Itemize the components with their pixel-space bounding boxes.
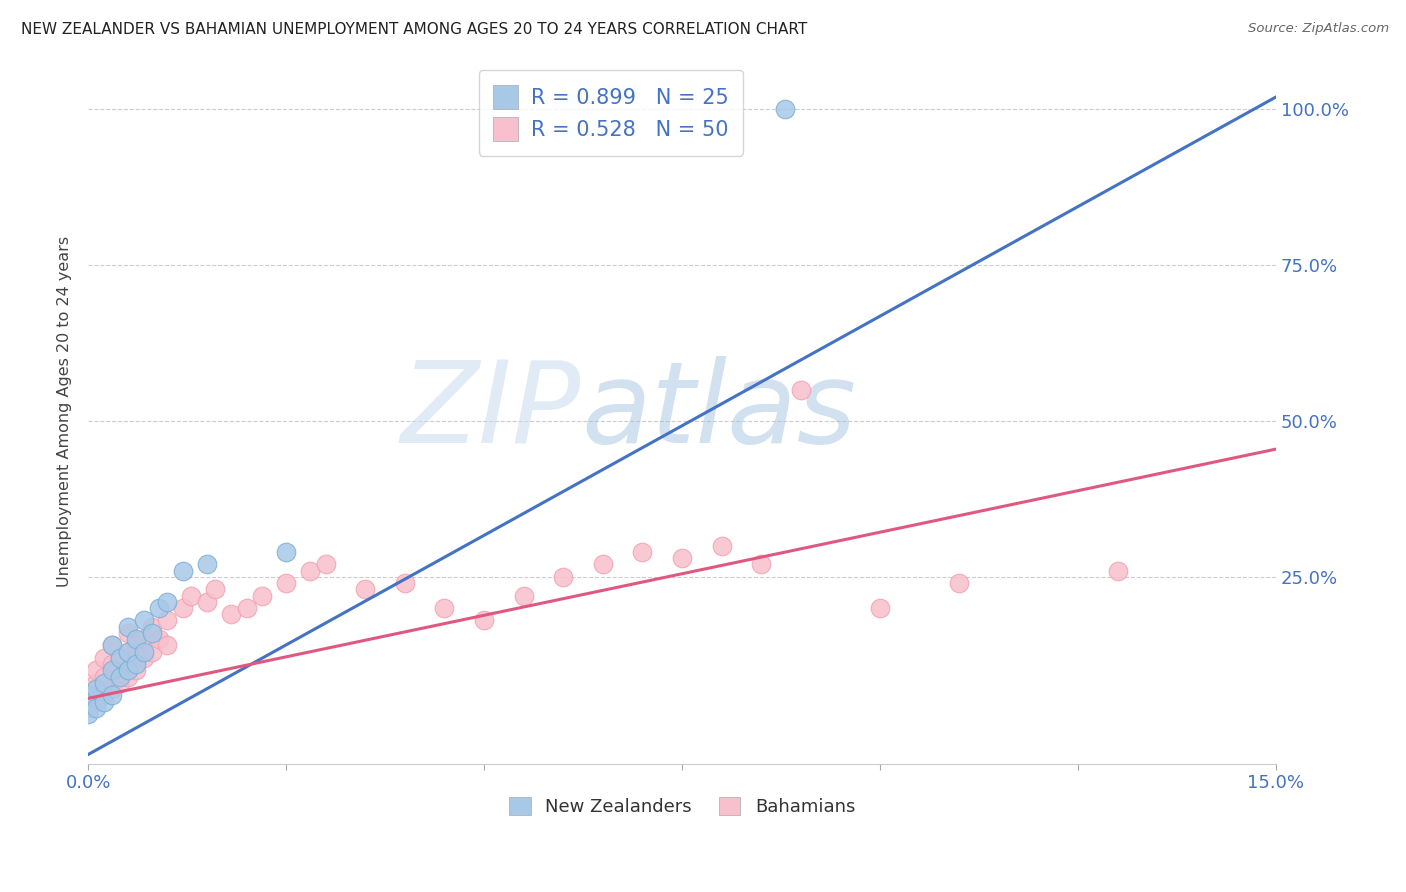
Legend: New Zealanders, Bahamians: New Zealanders, Bahamians bbox=[501, 788, 865, 825]
Point bbox=[148, 601, 170, 615]
Point bbox=[117, 669, 139, 683]
Point bbox=[204, 582, 226, 597]
Point bbox=[108, 651, 131, 665]
Point bbox=[124, 632, 146, 647]
Point bbox=[108, 675, 131, 690]
Point bbox=[101, 657, 124, 672]
Point bbox=[117, 664, 139, 678]
Point bbox=[156, 639, 179, 653]
Point bbox=[84, 694, 107, 708]
Point bbox=[77, 688, 100, 702]
Point bbox=[252, 589, 274, 603]
Point bbox=[195, 558, 218, 572]
Point bbox=[394, 576, 416, 591]
Point bbox=[77, 700, 100, 714]
Point bbox=[180, 589, 202, 603]
Text: ZIP: ZIP bbox=[401, 356, 581, 467]
Point bbox=[141, 626, 163, 640]
Point bbox=[117, 645, 139, 659]
Point bbox=[472, 614, 495, 628]
Point bbox=[84, 675, 107, 690]
Point bbox=[124, 657, 146, 672]
Point bbox=[1107, 564, 1129, 578]
Point bbox=[512, 589, 534, 603]
Point bbox=[101, 664, 124, 678]
Point bbox=[172, 601, 194, 615]
Point bbox=[749, 558, 772, 572]
Point bbox=[93, 675, 115, 690]
Text: atlas: atlas bbox=[581, 356, 856, 467]
Point bbox=[671, 551, 693, 566]
Point bbox=[710, 539, 733, 553]
Point bbox=[948, 576, 970, 591]
Point bbox=[172, 564, 194, 578]
Point bbox=[84, 681, 107, 696]
Point bbox=[117, 645, 139, 659]
Point bbox=[274, 545, 297, 559]
Point bbox=[101, 639, 124, 653]
Point bbox=[132, 632, 155, 647]
Point bbox=[101, 688, 124, 702]
Point bbox=[148, 632, 170, 647]
Text: NEW ZEALANDER VS BAHAMIAN UNEMPLOYMENT AMONG AGES 20 TO 24 YEARS CORRELATION CHA: NEW ZEALANDER VS BAHAMIAN UNEMPLOYMENT A… bbox=[21, 22, 807, 37]
Point bbox=[84, 664, 107, 678]
Point bbox=[77, 681, 100, 696]
Point bbox=[195, 595, 218, 609]
Point bbox=[141, 620, 163, 634]
Point bbox=[298, 564, 321, 578]
Point bbox=[869, 601, 891, 615]
Point bbox=[108, 651, 131, 665]
Point bbox=[132, 651, 155, 665]
Point bbox=[108, 669, 131, 683]
Point bbox=[124, 664, 146, 678]
Point bbox=[274, 576, 297, 591]
Point bbox=[101, 681, 124, 696]
Point bbox=[77, 706, 100, 721]
Point bbox=[773, 103, 796, 117]
Point bbox=[553, 570, 575, 584]
Point bbox=[132, 645, 155, 659]
Point bbox=[219, 607, 242, 622]
Point bbox=[433, 601, 456, 615]
Point bbox=[156, 595, 179, 609]
Point bbox=[315, 558, 337, 572]
Point bbox=[631, 545, 654, 559]
Point bbox=[132, 614, 155, 628]
Y-axis label: Unemployment Among Ages 20 to 24 years: Unemployment Among Ages 20 to 24 years bbox=[58, 236, 72, 587]
Point bbox=[93, 688, 115, 702]
Point bbox=[235, 601, 257, 615]
Text: Source: ZipAtlas.com: Source: ZipAtlas.com bbox=[1249, 22, 1389, 36]
Point bbox=[117, 620, 139, 634]
Point bbox=[156, 614, 179, 628]
Point bbox=[93, 694, 115, 708]
Point bbox=[93, 669, 115, 683]
Point bbox=[790, 383, 813, 397]
Point bbox=[101, 639, 124, 653]
Point bbox=[141, 645, 163, 659]
Point bbox=[84, 700, 107, 714]
Point bbox=[592, 558, 614, 572]
Point bbox=[93, 651, 115, 665]
Point bbox=[117, 626, 139, 640]
Point bbox=[354, 582, 377, 597]
Point bbox=[124, 639, 146, 653]
